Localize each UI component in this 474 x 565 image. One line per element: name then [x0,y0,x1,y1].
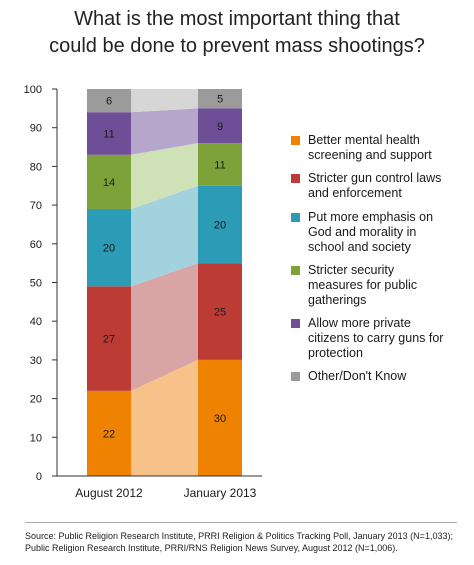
stacked-bar-chart: 0 10 20 30 40 50 60 70 80 90 100 August 2012 Januar… [24,84,262,500]
data-label: 14 [103,177,115,189]
legend-swatch [291,174,300,183]
bar-segment [198,263,242,360]
data-label: 27 [103,334,115,346]
legend-swatch [291,372,300,381]
y-tick-label: 30 [30,355,42,367]
y-tick-label: 10 [30,432,42,444]
connector-band [131,143,198,209]
y-axis: 0 10 20 30 40 50 60 70 80 90 100 [24,84,58,483]
legend-label: Stricter gun control laws and enforcemen… [308,171,442,200]
data-label: 6 [106,96,112,108]
bar-segment [87,112,131,155]
bar-segment [198,359,242,476]
bar-segment [198,108,242,144]
bar-segments [87,89,242,476]
y-tick-label: 80 [30,161,42,173]
data-label: 22 [103,428,115,440]
data-label: 30 [214,413,226,425]
data-label: 20 [214,219,226,231]
legend-label: Other/Don't Know [308,369,407,383]
data-label: 20 [103,243,115,255]
x-tick-label: August 2012 [75,486,143,500]
legend-swatch [291,213,300,222]
data-label: 11 [214,159,225,171]
x-axis: August 2012 January 2013 [57,475,262,500]
connector-band [131,359,198,476]
source-divider [25,522,457,523]
y-tick-label: 70 [30,200,42,212]
connector-bands [131,89,198,476]
bar-segment [198,185,242,264]
x-tick-label: January 2013 [184,486,257,500]
connector-band [131,108,198,155]
bar-segment [87,154,131,209]
legend-label: Allow more private citizens to carry gun… [308,316,444,360]
legend-label: Stricter security measures for public ga… [308,263,418,307]
bar-segment [87,390,131,476]
data-label: 5 [217,94,223,106]
connector-band [131,263,198,391]
chart-title: What is the most important thing that co… [49,8,425,57]
bar-segment [87,286,131,391]
legend-label: Put more emphasis on God and morality in… [308,210,434,254]
y-tick-label: 50 [30,278,42,290]
data-label: 11 [103,129,114,141]
y-tick-label: 60 [30,239,42,251]
y-tick-label: 40 [30,316,42,328]
y-tick-label: 90 [30,123,42,135]
y-tick-label: 0 [36,471,42,483]
data-labels: 22 30 27 25 20 20 14 11 11 9 6 5 [103,94,226,441]
y-tick-label: 20 [30,394,42,406]
bar-segment [198,89,242,109]
source-note: Source: Public Religion Research Institu… [25,531,453,553]
legend-swatch [291,266,300,275]
legend-label: Better mental health screening and suppo… [308,133,432,162]
legend-swatch [291,136,300,145]
legend-swatch [291,319,300,328]
connector-band [131,185,198,287]
y-tick-label: 100 [24,84,42,96]
connector-band [131,89,198,113]
bar-segment [198,143,242,186]
bar-segment [87,208,131,287]
data-label: 9 [217,121,223,133]
bar-segment [87,89,131,113]
data-label: 25 [214,307,226,319]
